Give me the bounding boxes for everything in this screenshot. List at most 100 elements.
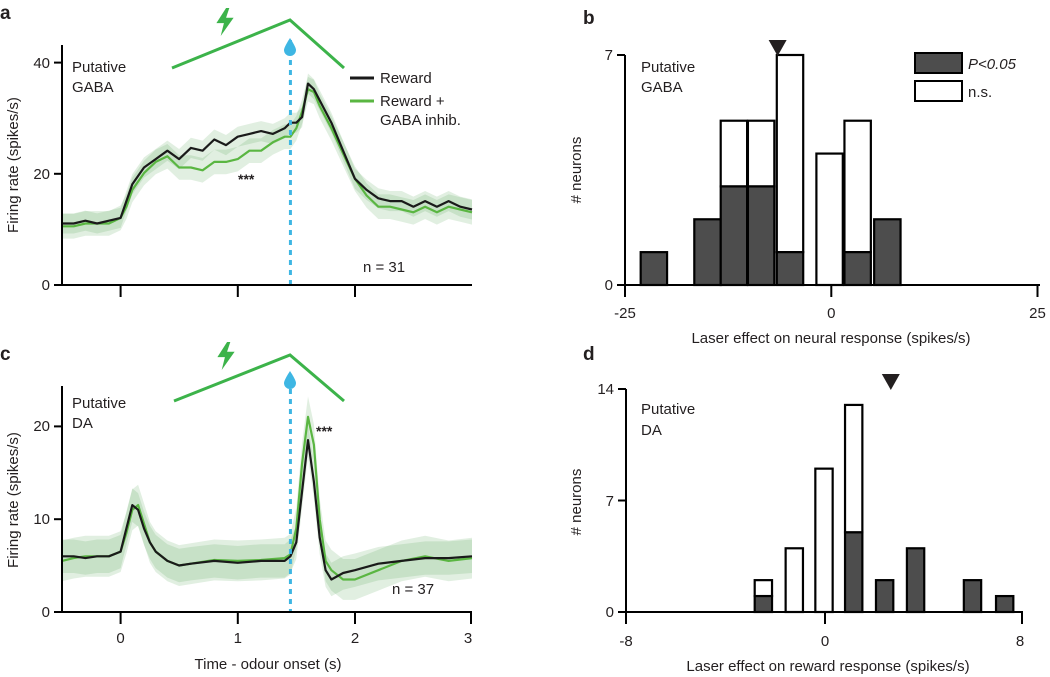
panel-b-bar-sig-3 (746, 185, 776, 287)
panel-b-bar-sig-1 (693, 218, 722, 287)
panel-a-ytick-label-40: 40 (33, 55, 50, 72)
panel-c-xtick-label-3: 3 (464, 630, 472, 647)
panel-a-task-line (171, 18, 345, 70)
panel-c-xtick-label-0: 0 (116, 630, 124, 647)
panel-c-y-axis-title: Firing rate (spikes/s) (5, 432, 22, 568)
panel-d-histogram: d 0 7 14 -8 0 8 Laser effect on reward r… (568, 344, 1024, 675)
panel-a-legend-reward: Reward (380, 70, 432, 87)
panel-a-task-schematic (171, 8, 345, 70)
panel-c-n-label: n = 37 (392, 581, 434, 598)
panel-b-bar-ns-6 (843, 119, 872, 254)
panel-a-line-chart: a 0 20 40 Firing rate (spikes/s) Putativ… (0, 3, 473, 297)
panel-d-label-line-2: DA (641, 422, 662, 439)
panel-c-traces (61, 415, 473, 581)
panel-b-bar-ns-3 (746, 119, 776, 188)
panel-c-error-bands (62, 396, 472, 600)
panel-b-bar-ns-2 (719, 119, 749, 188)
panel-d-ytick-label-7: 7 (606, 493, 614, 510)
panel-d-xtick-label-0: 0 (821, 633, 829, 650)
panel-c-ytick-label-10: 10 (33, 511, 50, 528)
panel-b-legend-swatch-ns (914, 80, 963, 102)
panel-b-bar-sig-4 (775, 251, 805, 287)
panel-c-task-schematic (173, 342, 345, 403)
panel-b-label-line-2: GABA (641, 79, 683, 96)
panel-d-x-axis-title: Laser effect on reward response (spikes/… (686, 658, 969, 675)
panel-c-xtick-label-2: 2 (351, 630, 359, 647)
panel-a-ytick-label-0: 0 (42, 277, 50, 294)
panel-c-line-chart: c 0 10 20 0 1 2 3 Time - odour onse (0, 342, 472, 673)
panel-b-label-line-1: Putative (641, 59, 695, 76)
panel-d-label-line-1: Putative (641, 401, 695, 418)
panel-d-bar-ns-0 (753, 579, 774, 598)
panel-d-ytick-label-0: 0 (606, 604, 614, 621)
panel-b-bar-sig-0 (639, 251, 669, 287)
panel-d-median-marker (881, 374, 900, 390)
panel-b-xtick-label-neg25: -25 (614, 305, 636, 322)
panel-c-task-line (173, 353, 345, 403)
panel-a-n-label: n = 31 (363, 259, 405, 276)
panel-d-bar-ns-1 (784, 547, 805, 614)
panel-c-significance: *** (316, 423, 333, 439)
panel-d-ytick-label-14: 14 (597, 381, 614, 398)
panel-b-bars (639, 53, 902, 287)
panel-b-legend-ns: n.s. (968, 84, 992, 101)
panel-d-xtick-label-neg8: -8 (619, 633, 632, 650)
panel-a-trace-inhib (62, 88, 473, 228)
panel-a-legend-inhib-2: GABA inhib. (380, 112, 461, 129)
panel-c-band-1 (62, 396, 472, 600)
panel-b-legend: P<0.05 n.s. (914, 52, 1017, 102)
panel-a-label-line-1: Putative (72, 59, 126, 76)
panel-b-axes: 0 7 -25 0 25 Laser effect on neural resp… (568, 47, 1046, 347)
panel-b-legend-sig: P<0.05 (968, 56, 1017, 73)
panel-d-y-axis-title: # neurons (568, 469, 585, 536)
panel-a-band-0 (62, 73, 472, 234)
panel-c-x-axis-title: Time - odour onset (s) (195, 656, 342, 673)
panel-d-bar-ns-2 (814, 467, 834, 614)
panel-a-axes: 0 20 40 Firing rate (spikes/s) (5, 45, 472, 297)
panel-d-bar-sig-4 (874, 579, 895, 614)
panel-d-xtick-label-8: 8 (1016, 633, 1024, 650)
panel-a-legend: Reward Reward + GABA inhib. (350, 70, 461, 129)
panel-b-xtick-label-25: 25 (1029, 305, 1046, 322)
panel-c-band-0 (62, 423, 472, 597)
panel-a-y-axis-title: Firing rate (spikes/s) (5, 97, 22, 233)
panel-c-ytick-label-20: 20 (33, 418, 50, 435)
panel-a-significance: *** (238, 171, 255, 187)
panel-a-trace-reward (62, 82, 473, 225)
panel-a-legend-inhib-1: Reward + (380, 93, 445, 110)
panel-d-letter: d (583, 344, 595, 365)
panel-c-trace-reward (62, 439, 473, 581)
panel-b-x-axis-title: Laser effect on neural response (spikes/… (691, 330, 970, 347)
panel-c-letter: c (0, 344, 11, 365)
panel-a-ytick-label-20: 20 (33, 166, 50, 183)
panel-a-traces (62, 82, 473, 228)
panel-b-bar-ns-5 (815, 152, 844, 287)
panel-b-y-axis-title: # neurons (568, 137, 585, 204)
panel-d-bar-sig-3 (843, 531, 864, 614)
panel-c-label-line-2: DA (72, 415, 93, 432)
panel-d-bar-sig-6 (962, 579, 983, 614)
panel-b-bar-ns-4 (775, 53, 805, 254)
panel-b-legend-swatch-sig (914, 52, 963, 74)
panel-c-label-line-1: Putative (72, 395, 126, 412)
panel-a-label-line-2: GABA (72, 79, 114, 96)
panel-d-bar-sig-0 (753, 594, 774, 614)
panel-b-histogram: b 0 7 -25 0 25 Laser effect on neural re… (568, 8, 1046, 347)
panel-c-ytick-label-0: 0 (42, 604, 50, 621)
panel-a-letter: a (0, 3, 11, 24)
panel-b-bar-sig-7 (873, 218, 902, 287)
panel-a-laser-bolt-icon (216, 8, 234, 36)
panel-d-bars (753, 403, 1015, 614)
panel-b-bar-sig-2 (719, 185, 749, 287)
panel-c-axes: 0 10 20 0 1 2 3 Time - odour onset (s) F… (5, 386, 472, 673)
panel-b-letter: b (583, 8, 595, 29)
panel-d-bar-sig-7 (994, 594, 1015, 614)
panel-c-xtick-label-1: 1 (234, 630, 242, 647)
panel-d-bar-ns-3 (843, 403, 864, 534)
panel-c-laser-bolt-icon (217, 342, 235, 370)
panel-b-ytick-label-7: 7 (605, 47, 613, 64)
panel-b-xtick-label-0: 0 (827, 305, 835, 322)
panel-d-bar-sig-5 (905, 547, 926, 614)
panel-d-axes: 0 7 14 -8 0 8 Laser effect on reward res… (568, 381, 1024, 675)
